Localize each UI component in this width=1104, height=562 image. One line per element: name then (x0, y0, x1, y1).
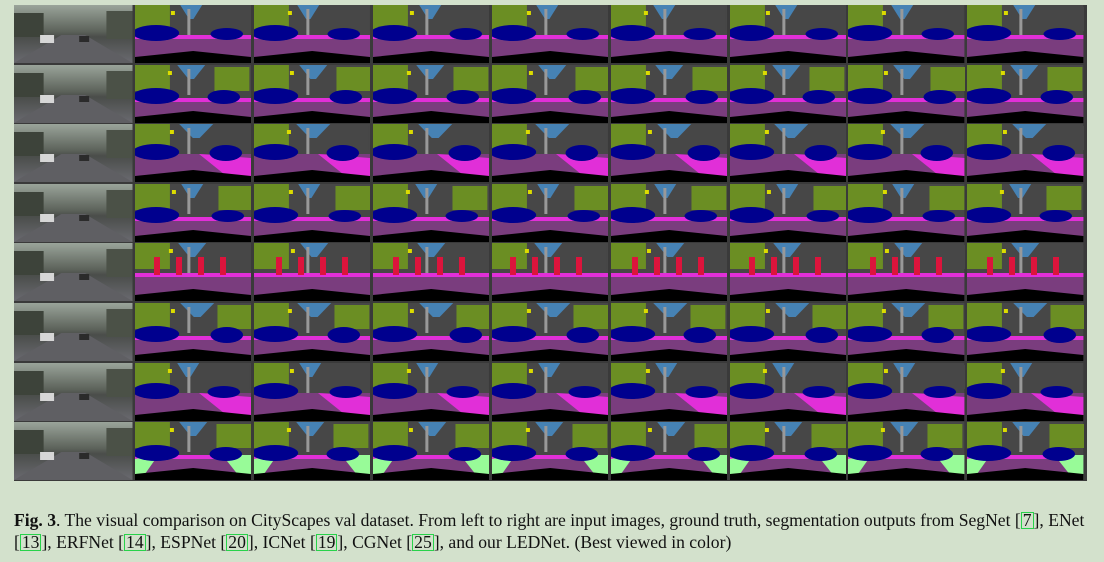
method-segmentation-output (729, 5, 846, 63)
method-segmentation-output (610, 362, 727, 421)
citation-link-cgnet[interactable]: 25 (412, 532, 434, 552)
method-name-cgnet: CGNet (352, 532, 402, 552)
method-segmentation-output (729, 422, 846, 481)
figure-row (14, 183, 1087, 242)
figure-label: Fig. 3 (14, 510, 57, 530)
ground-truth-segmentation (135, 362, 252, 421)
method-segmentation-output (729, 303, 846, 361)
ground-truth-segmentation (135, 64, 252, 123)
method-segmentation-output (967, 5, 1084, 63)
method-segmentation-output (848, 243, 965, 302)
figure-label-period: . (56, 510, 61, 530)
method-segmentation-output (253, 422, 371, 481)
method-segmentation-output (372, 124, 490, 183)
method-segmentation-output (372, 64, 490, 123)
method-segmentation-output (491, 303, 609, 361)
input-image (14, 243, 133, 302)
segmentation-figure-grid (14, 5, 1087, 481)
method-segmentation-output (967, 362, 1084, 421)
caption-end-text: , and our LEDNet. (Best viewed in color) (439, 532, 732, 552)
method-segmentation-output (372, 362, 490, 421)
method-segmentation-output (610, 183, 727, 242)
method-segmentation-output (253, 183, 371, 242)
figure-row (14, 5, 1087, 63)
method-segmentation-output (610, 422, 727, 481)
caption-intro-text: The visual comparison on CityScapes val … (60, 510, 1015, 530)
method-segmentation-output (729, 64, 846, 123)
method-segmentation-output (491, 183, 609, 242)
method-segmentation-output (729, 243, 846, 302)
method-segmentation-output (848, 124, 965, 183)
method-segmentation-output (372, 243, 490, 302)
method-segmentation-output (372, 5, 490, 63)
figure-row (14, 124, 1087, 183)
figure-row (14, 64, 1087, 123)
method-segmentation-output (967, 422, 1084, 481)
method-segmentation-output (848, 64, 965, 123)
figure-row (14, 362, 1087, 421)
citation-link-icnet[interactable]: 19 (315, 532, 338, 552)
method-segmentation-output (729, 183, 846, 242)
method-segmentation-output (610, 5, 727, 63)
method-segmentation-output (610, 124, 727, 183)
method-segmentation-output (253, 5, 371, 63)
input-image (14, 183, 133, 242)
method-segmentation-output (729, 362, 846, 421)
method-segmentation-output (610, 243, 727, 302)
method-segmentation-output (610, 303, 727, 361)
method-name-espnet: ESPNet (160, 532, 217, 552)
ground-truth-segmentation (135, 422, 252, 481)
figure-row (14, 422, 1087, 481)
method-name-enet: ENet (1048, 510, 1085, 530)
method-segmentation-output (491, 362, 609, 421)
ground-truth-segmentation (135, 5, 252, 63)
method-segmentation-output (253, 124, 371, 183)
method-segmentation-output (967, 243, 1084, 302)
method-segmentation-output (967, 183, 1084, 242)
method-segmentation-output (610, 64, 727, 123)
citation-link-segnet[interactable]: 7 (1020, 510, 1034, 530)
method-name-icnet: ICNet (262, 532, 306, 552)
figure-row (14, 243, 1087, 302)
input-image (14, 64, 133, 123)
ground-truth-segmentation (135, 303, 252, 361)
ground-truth-segmentation (135, 183, 252, 242)
ground-truth-segmentation (135, 124, 252, 183)
citation-link-enet[interactable]: 13 (19, 532, 42, 552)
figure-caption: Fig. 3. The visual comparison on CitySca… (14, 510, 1085, 552)
method-segmentation-output (967, 303, 1084, 361)
method-segmentation-output (253, 303, 371, 361)
input-image (14, 362, 133, 421)
method-segmentation-output (848, 183, 965, 242)
method-segmentation-output (967, 64, 1084, 123)
method-segmentation-output (729, 124, 846, 183)
method-segmentation-output (253, 64, 371, 123)
method-segmentation-output (848, 362, 965, 421)
input-image (14, 5, 133, 63)
method-segmentation-output (372, 303, 490, 361)
method-segmentation-output (253, 362, 371, 421)
method-segmentation-output (491, 5, 609, 63)
input-image (14, 303, 133, 361)
input-image (14, 124, 133, 183)
method-name-erfnet: ERFNet (56, 532, 114, 552)
method-segmentation-output (372, 422, 490, 481)
method-segmentation-output (848, 303, 965, 361)
method-segmentation-output (848, 422, 965, 481)
input-image (14, 422, 133, 481)
method-segmentation-output (848, 5, 965, 63)
method-segmentation-output (491, 422, 609, 481)
method-segmentation-output (372, 183, 490, 242)
ground-truth-segmentation (135, 243, 252, 302)
method-segmentation-output (491, 64, 609, 123)
method-segmentation-output (967, 124, 1084, 183)
citation-link-erfnet[interactable]: 14 (124, 532, 146, 552)
method-segmentation-output (491, 124, 609, 183)
citation-link-espnet[interactable]: 20 (226, 532, 248, 552)
figure-row (14, 303, 1087, 361)
method-segmentation-output (491, 243, 609, 302)
method-segmentation-output (253, 243, 371, 302)
